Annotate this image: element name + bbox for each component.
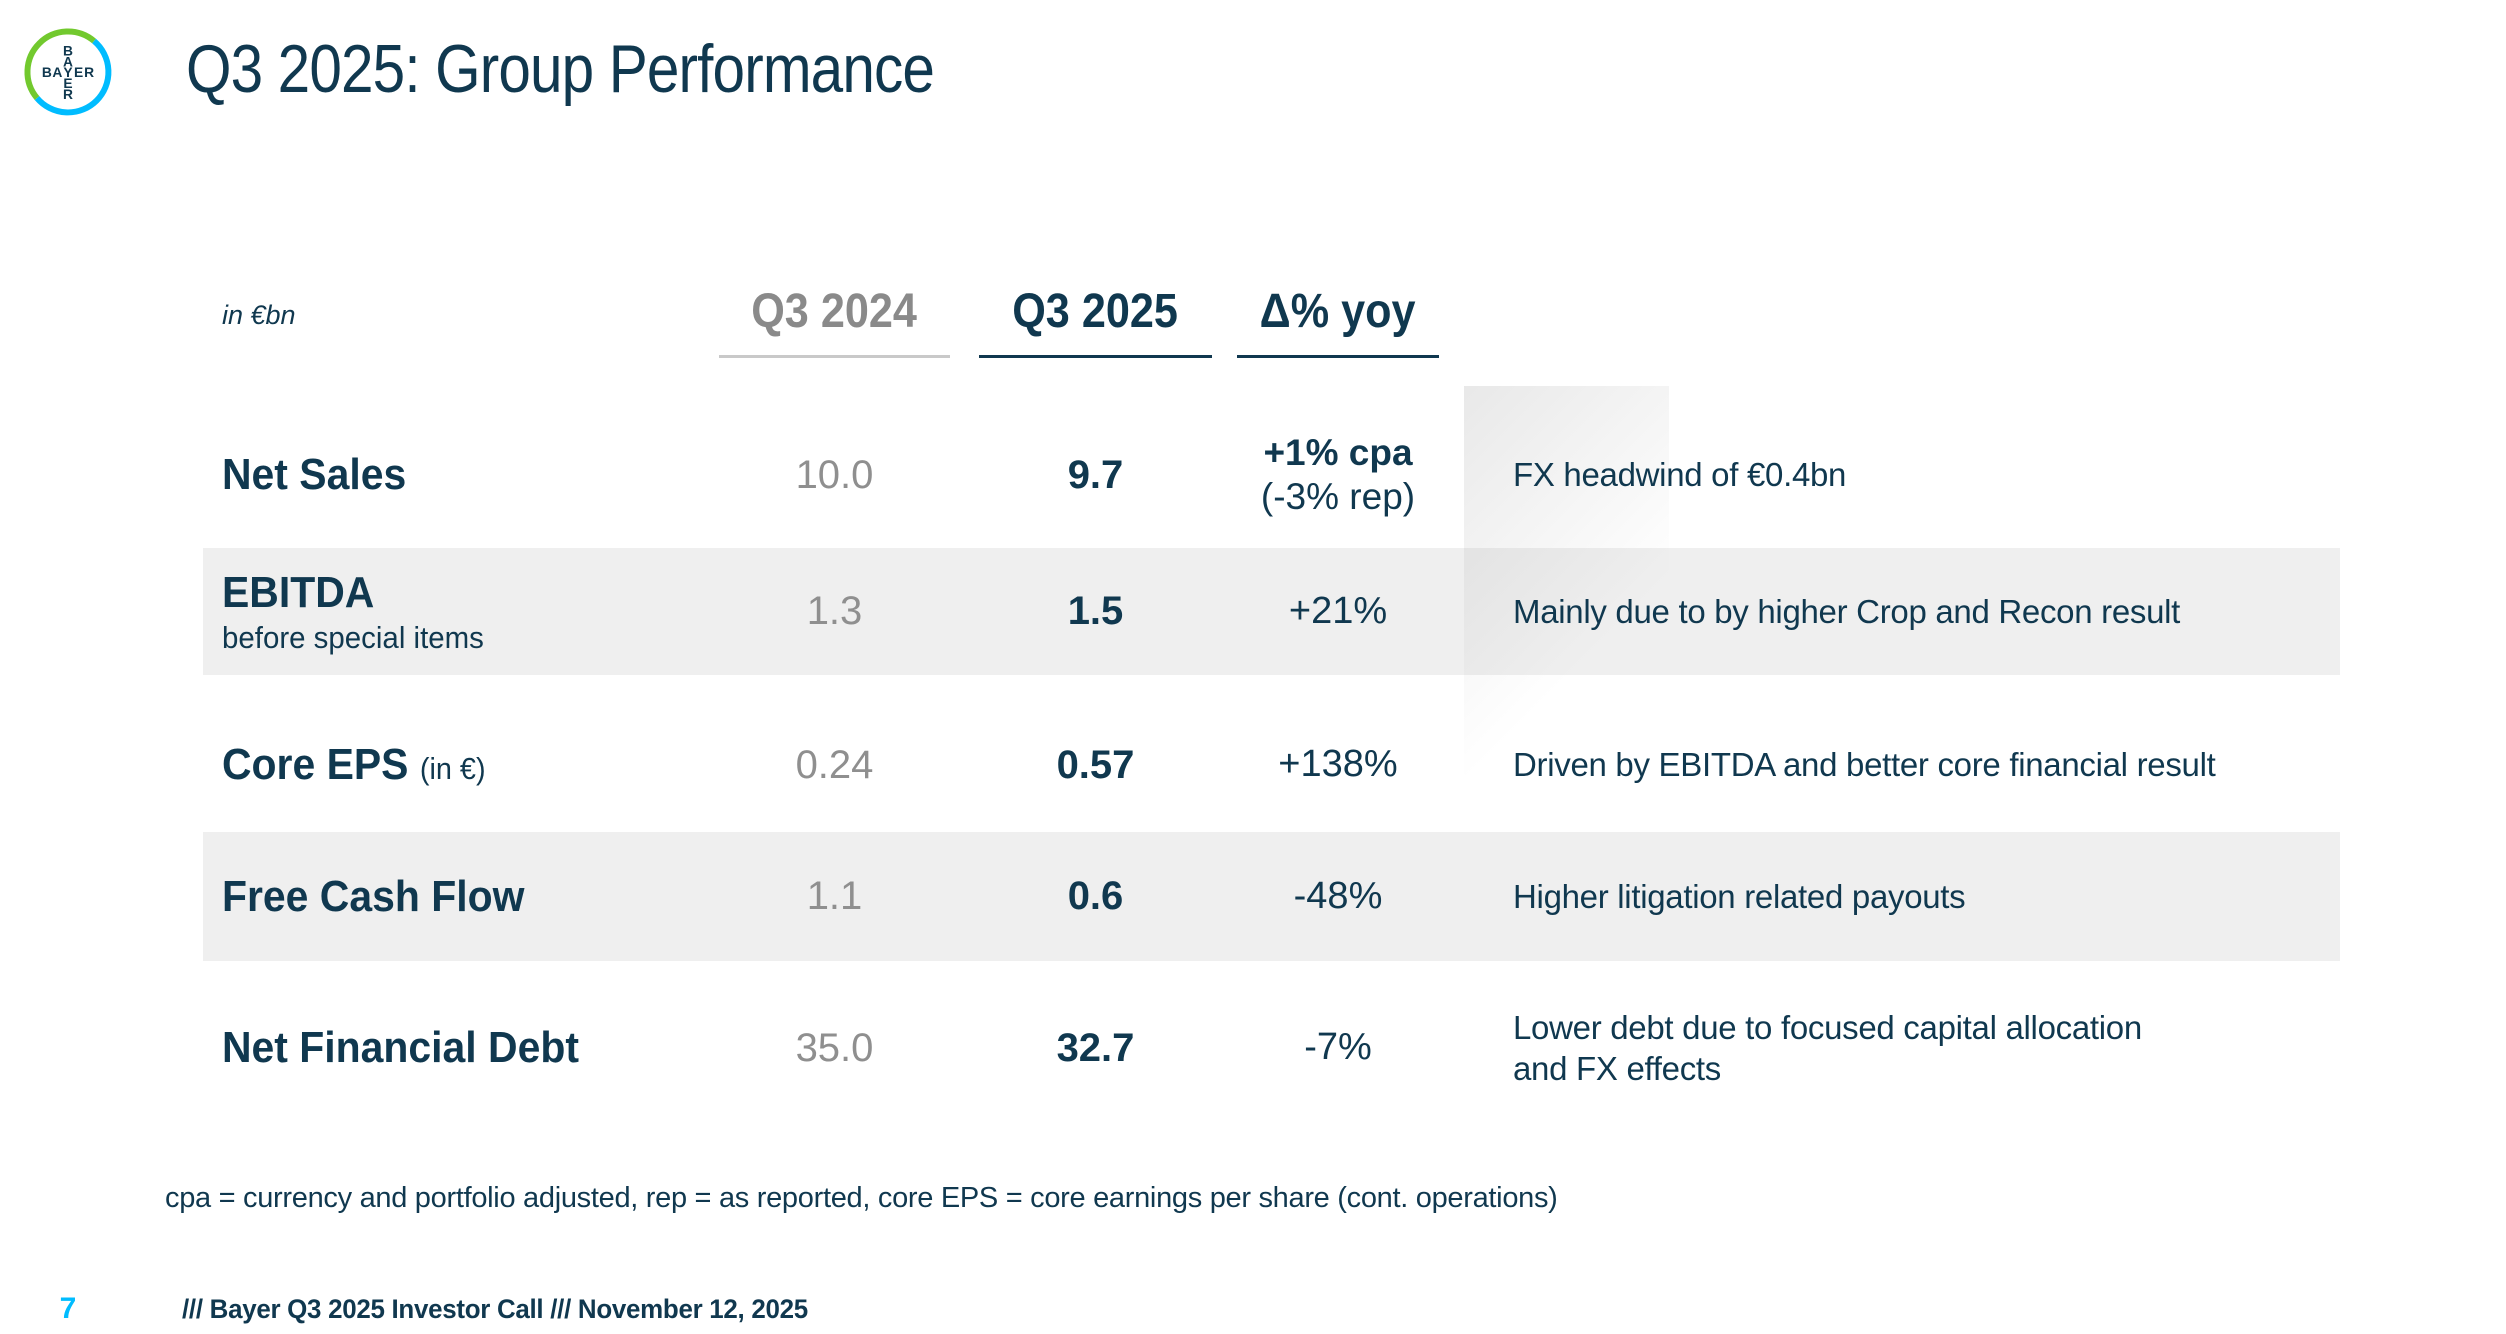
column-header-label: Q3 2025: [1012, 285, 1179, 338]
footnote: cpa = currency and portfolio adjusted, r…: [165, 1182, 1558, 1214]
row-label: Net Financial Debt: [222, 1023, 579, 1072]
row-comment: Higher litigation related payouts: [1513, 877, 1966, 915]
value-delta: -48%: [1293, 874, 1383, 917]
row-label-cell: Net Sales: [222, 410, 712, 540]
column-header-q3-2024: Q3 2024: [719, 284, 950, 358]
page-number: 7: [59, 1292, 77, 1325]
row-label-cell: EBITDA before special items: [222, 548, 712, 675]
row-sublabel: before special items: [222, 619, 484, 655]
row-label-cell: Core EPS (in €): [222, 700, 712, 830]
svg-text:B: B: [42, 65, 52, 80]
value-delta: -7%: [1304, 1026, 1372, 1069]
column-header-label: Q3 2024: [751, 285, 918, 338]
row-band: [203, 832, 2340, 961]
row-label: Free Cash Flow: [222, 871, 525, 921]
column-header-q3-2025: Q3 2025: [979, 284, 1212, 358]
slide-title: Q3 2025: Group Performance: [186, 31, 935, 107]
svg-text:R: R: [63, 87, 73, 102]
row-band: [203, 548, 2340, 675]
value-q3-2024: 1.3: [806, 589, 863, 633]
row-comment: FX headwind of €0.4bn: [1513, 456, 1847, 494]
row-comment: Mainly due to by higher Crop and Recon r…: [1513, 592, 2181, 630]
value-q3-2025: 9.7: [1067, 452, 1124, 497]
value-q3-2024: 1.1: [806, 874, 863, 918]
value-q3-2024: 35.0: [795, 1025, 874, 1070]
value-q3-2024: 0.24: [795, 742, 874, 787]
row-label-main: Core EPS: [222, 740, 409, 789]
svg-text:A: A: [63, 54, 73, 69]
svg-text:E: E: [63, 76, 72, 91]
value-q3-2025: 32.7: [1056, 1025, 1135, 1070]
value-delta: +138%: [1278, 743, 1398, 786]
svg-text:Y: Y: [63, 65, 72, 80]
row-label-unit: (in €): [419, 751, 486, 786]
table-row-free-cash-flow: Free Cash Flow 1.1 0.6 -48% Higher litig…: [0, 832, 2506, 961]
row-label: Net Sales: [222, 450, 407, 499]
value-delta: +1% cpa (-3% rep): [1237, 410, 1439, 540]
table-row-core-eps: Core EPS (in €) 0.24 0.57 +138% Driven b…: [0, 700, 2506, 830]
column-header-delta-yoy: Δ% yoy: [1237, 284, 1439, 358]
svg-text:E: E: [74, 65, 83, 80]
delta-secondary: (-3% rep): [1260, 476, 1416, 517]
svg-text:R: R: [84, 65, 94, 80]
row-label-cell: Net Financial Debt: [222, 980, 712, 1116]
row-label: EBITDA: [222, 567, 375, 617]
svg-text:A: A: [52, 65, 62, 80]
table-row-ebitda: EBITDA before special items 1.3 1.5 +21%…: [0, 548, 2506, 675]
table-row-net-financial-debt: Net Financial Debt 35.0 32.7 -7% Lower d…: [0, 980, 2506, 1116]
bayer-logo-icon: B A B A Y E R E R: [24, 28, 112, 116]
value-q3-2025: 0.57: [1056, 742, 1135, 787]
footer-text: /// Bayer Q3 2025 Investor Call /// Nove…: [182, 1294, 808, 1324]
row-comment: Driven by EBITDA and better core financi…: [1513, 746, 2216, 784]
svg-text:B: B: [63, 43, 73, 58]
row-label: Core EPS (in €): [222, 740, 486, 790]
column-header-label: Δ% yoy: [1260, 285, 1416, 338]
row-label-cell: Free Cash Flow: [222, 832, 712, 961]
delta-primary: +1% cpa: [1263, 431, 1413, 473]
value-q3-2025: 0.6: [1067, 874, 1124, 918]
value-q3-2024: 10.0: [795, 452, 874, 497]
row-comment: Lower debt due to focused capital alloca…: [1513, 1008, 2142, 1087]
table-row-net-sales: Net Sales 10.0 9.7 +1% cpa (-3% rep) FX …: [0, 410, 2506, 540]
unit-label: in €bn: [222, 300, 296, 330]
value-delta: +21%: [1288, 589, 1388, 632]
value-q3-2025: 1.5: [1067, 589, 1124, 633]
